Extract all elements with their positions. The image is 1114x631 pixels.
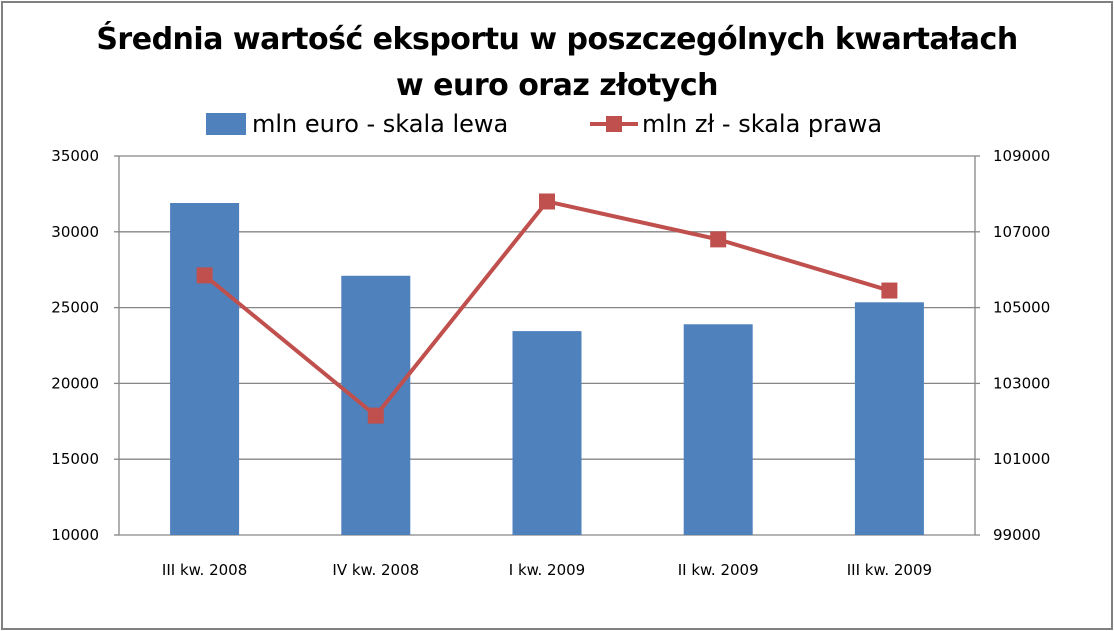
legend-label-euro: mln euro - skala lewa	[252, 110, 509, 138]
square-marker-icon	[710, 231, 727, 248]
square-marker-icon	[367, 407, 384, 424]
chart-legend: mln euro - skala lewa mln zł - skala pra…	[0, 110, 1114, 144]
bar-euro	[341, 275, 411, 535]
left-axis-tick-label: 35000	[51, 147, 99, 165]
x-axis-category-label: III kw. 2009	[847, 561, 932, 579]
legend-bar-swatch-icon	[206, 113, 246, 135]
square-marker-icon	[196, 267, 213, 284]
bar-euro	[512, 331, 582, 535]
bar-euro	[854, 302, 924, 535]
square-marker-icon	[881, 282, 898, 299]
right-axis-tick-label: 101000	[993, 450, 1050, 468]
right-axis-tick-label: 109000	[993, 147, 1050, 165]
legend-line-marker-icon	[590, 113, 638, 135]
legend-item-pln: mln zł - skala prawa	[590, 110, 882, 138]
left-axis-tick-label: 10000	[51, 526, 99, 544]
left-axis-tick-label: 30000	[51, 223, 99, 241]
right-axis-tick-label: 99000	[993, 526, 1041, 544]
right-axis-tick-label: 107000	[993, 223, 1050, 241]
x-axis-category-label: II kw. 2009	[678, 561, 759, 579]
x-axis-category-label: IV kw. 2008	[332, 561, 419, 579]
legend-label-pln: mln zł - skala prawa	[642, 110, 883, 138]
right-axis-tick-label: 103000	[993, 374, 1050, 392]
x-axis-category-label: III kw. 2008	[162, 561, 247, 579]
square-marker-icon	[539, 193, 555, 210]
bar-euro	[683, 324, 753, 535]
left-axis-tick-label: 15000	[51, 450, 99, 468]
right-axis-tick-label: 105000	[993, 299, 1050, 317]
legend-item-euro: mln euro - skala lewa	[206, 110, 508, 138]
left-axis-tick-label: 20000	[51, 374, 99, 392]
chart-title-line-1: Średnia wartość eksportu w poszczególnyc…	[96, 22, 1018, 57]
left-axis-tick-label: 25000	[51, 299, 99, 317]
chart-title-line-2: w euro oraz złotych	[395, 68, 719, 103]
bar-euro	[170, 202, 240, 535]
x-axis-category-label: I kw. 2009	[509, 561, 585, 579]
